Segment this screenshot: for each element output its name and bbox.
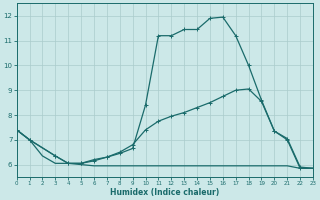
X-axis label: Humidex (Indice chaleur): Humidex (Indice chaleur) — [110, 188, 220, 197]
